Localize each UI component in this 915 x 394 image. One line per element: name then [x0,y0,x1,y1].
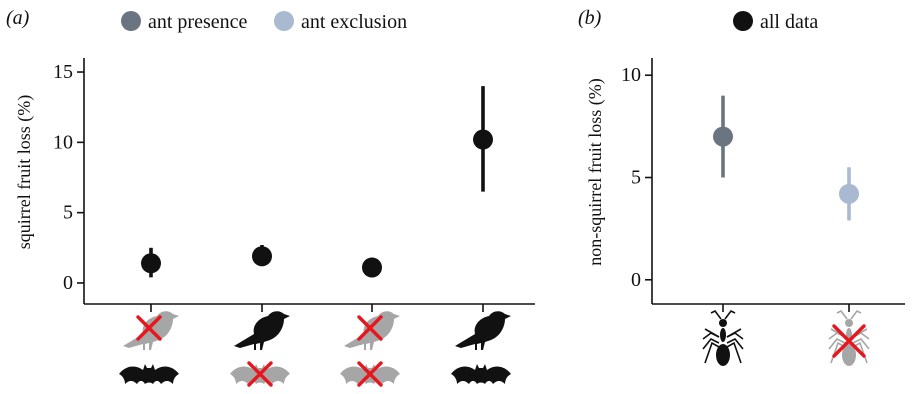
legend-b: all data [733,11,818,33]
data-point-a-0 [141,253,161,274]
legend-a: ant presence ant exclusion [121,11,407,33]
axes-a [83,58,535,305]
legend-label-ant-exclusion: ant exclusion [301,11,407,33]
data-marks-b [713,95,859,221]
y-ticks-b: 0 5 10 [621,64,652,291]
x-ticks-a [150,304,484,312]
legend-label-all-data: all data [760,11,818,33]
x-ticks-b [722,304,850,312]
ant-icon [828,309,870,366]
data-marks-a [141,86,493,278]
y-tick-label-b-2: 10 [621,64,641,86]
data-point-a-2 [362,257,382,278]
ant-icon [702,309,744,366]
treatment-icons-a [119,311,511,387]
panel-label-a: (a) [6,7,30,29]
bat-icon [119,364,179,384]
data-point-b-0 [713,126,733,147]
bird-icon [234,311,290,350]
treatment-icons-b [702,309,870,366]
data-point-b-1 [839,183,859,204]
cross-icon [247,361,273,387]
cross-icon [357,361,383,387]
legend-label-ant-presence: ant presence [148,11,248,33]
y-tick-label-a-3: 15 [53,61,73,83]
y-tick-label-a-2: 10 [53,131,73,153]
bird-icon [455,311,511,350]
legend-swatch-all-data [733,11,753,31]
panel-label-b: (b) [578,7,602,29]
y-tick-label-a-1: 5 [63,202,73,224]
bat-icon [451,364,511,384]
legend-swatch-ant-exclusion [274,11,294,31]
cross-icon [832,324,866,358]
y-axis-label-b: non-squirrel fruit loss (%) [585,78,606,265]
y-tick-label-a-0: 0 [63,272,73,294]
data-point-a-3 [473,129,493,150]
y-tick-label-b-0: 0 [631,269,641,291]
cross-icon [357,315,383,341]
data-point-a-1 [252,246,272,267]
y-tick-label-b-1: 5 [631,167,641,189]
axes-b [651,58,905,305]
cross-icon [136,315,162,341]
y-ticks-a: 0 5 10 15 [53,61,84,294]
legend-swatch-ant-presence [121,11,141,31]
y-axis-label-a: squirrel fruit loss (%) [14,95,35,249]
